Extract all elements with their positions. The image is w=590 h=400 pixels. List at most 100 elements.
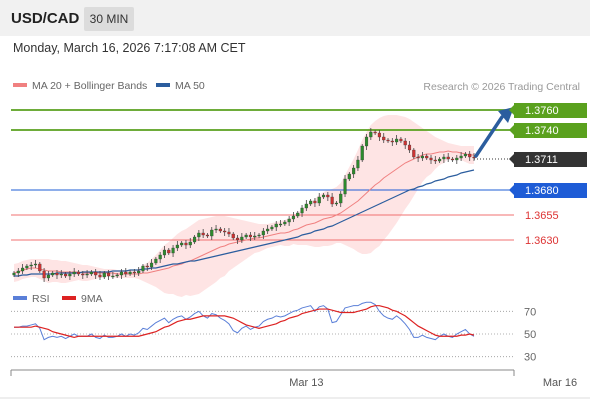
rsi-line bbox=[14, 301, 475, 341]
candle bbox=[12, 271, 16, 277]
candle-body bbox=[334, 202, 338, 205]
candle bbox=[326, 192, 330, 201]
rsi-level-label: 70 bbox=[524, 306, 536, 318]
candle-body bbox=[373, 131, 377, 134]
candle-body bbox=[94, 271, 98, 276]
candle-body bbox=[463, 153, 467, 157]
candle bbox=[227, 228, 231, 237]
candle bbox=[94, 269, 98, 279]
candle-body bbox=[158, 254, 162, 260]
candle-body bbox=[261, 230, 265, 236]
candle bbox=[416, 154, 420, 162]
candle bbox=[33, 260, 38, 268]
candle bbox=[21, 264, 25, 274]
candle bbox=[455, 155, 459, 164]
candle-body bbox=[309, 200, 313, 205]
candle-body bbox=[64, 273, 68, 277]
candle bbox=[390, 138, 394, 146]
candle-body bbox=[184, 242, 188, 246]
candle bbox=[446, 153, 450, 162]
credit-text: Research © 2026 Trading Central bbox=[423, 81, 580, 93]
candle-body bbox=[223, 230, 227, 233]
candle-body bbox=[197, 232, 201, 238]
candle bbox=[16, 268, 20, 277]
candle-body bbox=[364, 136, 369, 147]
candle bbox=[300, 205, 304, 217]
candle bbox=[317, 193, 321, 206]
candle-body bbox=[287, 218, 291, 223]
candle-body bbox=[377, 132, 381, 138]
candle bbox=[283, 220, 287, 226]
candle bbox=[231, 232, 235, 240]
candle bbox=[59, 270, 63, 278]
level-lines bbox=[11, 109, 514, 241]
candle-body bbox=[274, 223, 278, 228]
ma50-swatch-icon bbox=[156, 83, 170, 88]
candle-body bbox=[395, 138, 399, 143]
x-tick-label: Mar 16 bbox=[543, 377, 577, 389]
candle bbox=[64, 272, 68, 278]
candle bbox=[214, 225, 218, 233]
candle-body bbox=[360, 145, 364, 161]
candle-body bbox=[33, 263, 38, 266]
candle-body bbox=[188, 241, 192, 246]
timeframe-badge[interactable]: 30 MIN bbox=[84, 7, 134, 31]
candle bbox=[270, 225, 274, 231]
candle bbox=[304, 200, 308, 211]
candle-body bbox=[278, 223, 283, 226]
candle-body bbox=[102, 272, 106, 278]
candle bbox=[399, 137, 403, 143]
candle bbox=[154, 257, 158, 265]
candle bbox=[210, 227, 214, 240]
candle-body bbox=[193, 236, 197, 243]
candle bbox=[403, 138, 407, 149]
candle bbox=[162, 246, 167, 258]
candle-body bbox=[407, 144, 412, 151]
candle bbox=[420, 152, 424, 161]
candle-body bbox=[85, 273, 89, 276]
candle-body bbox=[162, 249, 167, 256]
candle bbox=[38, 262, 42, 273]
candle bbox=[180, 241, 184, 247]
candle bbox=[141, 264, 145, 273]
candle-body bbox=[330, 196, 334, 205]
candle bbox=[42, 268, 46, 282]
bollinger-swatch-icon bbox=[13, 83, 27, 88]
level-tag bbox=[514, 123, 587, 138]
candle-body bbox=[16, 270, 20, 274]
candle-body bbox=[119, 271, 124, 276]
level-tag-pointer bbox=[509, 125, 514, 135]
rsi-panel: 70 50 30 bbox=[11, 301, 536, 364]
candle bbox=[197, 230, 201, 241]
candle-body bbox=[425, 155, 429, 159]
candle bbox=[373, 130, 377, 135]
candle-body bbox=[81, 273, 85, 276]
candle bbox=[175, 241, 179, 251]
legend-rsi: RSI bbox=[13, 293, 50, 305]
candle-body bbox=[369, 131, 373, 138]
candle-body bbox=[107, 272, 111, 277]
candle-body bbox=[214, 228, 218, 231]
candle bbox=[369, 128, 373, 140]
level-tag bbox=[514, 152, 587, 167]
candle-body bbox=[416, 156, 420, 159]
candle-body bbox=[137, 270, 141, 274]
level-label: 1.3680 bbox=[525, 185, 559, 197]
rsi-ma-swatch-icon bbox=[62, 296, 76, 301]
candle-body bbox=[386, 139, 390, 142]
candle-body bbox=[12, 272, 16, 276]
candle-body bbox=[141, 265, 145, 272]
candle-body bbox=[253, 235, 257, 238]
candle bbox=[407, 141, 412, 153]
legend-rsi-ma: 9MA bbox=[62, 293, 103, 305]
level-tag-pointer bbox=[509, 185, 514, 195]
candle bbox=[119, 269, 124, 279]
candle-body bbox=[412, 149, 416, 158]
candle-body bbox=[25, 265, 29, 269]
candle bbox=[463, 152, 467, 158]
rsi-level-label: 50 bbox=[524, 329, 536, 341]
candle bbox=[347, 172, 351, 181]
candle-body bbox=[347, 173, 351, 180]
candle-body bbox=[283, 221, 287, 225]
